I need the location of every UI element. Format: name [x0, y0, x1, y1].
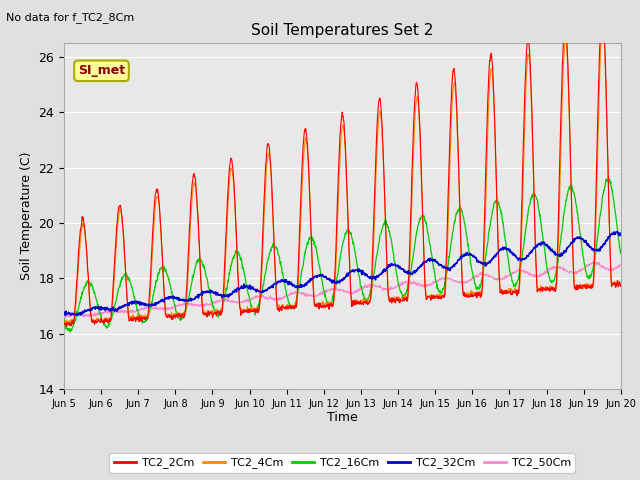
Y-axis label: Soil Temperature (C): Soil Temperature (C): [20, 152, 33, 280]
TC2_16Cm: [171, 302, 179, 308]
TC2_32Cm: [184, 298, 192, 304]
TC2_50Cm: [246, 297, 254, 303]
Text: No data for f_TC2_8Cm: No data for f_TC2_8Cm: [6, 12, 134, 23]
TC2_32Cm: [502, 245, 509, 251]
Line: TC2_32Cm: TC2_32Cm: [64, 231, 621, 315]
TC2_16Cm: [184, 298, 192, 303]
TC2_32Cm: [429, 257, 437, 263]
Text: SI_met: SI_met: [78, 64, 125, 77]
TC2_50Cm: [591, 259, 599, 265]
TC2_32Cm: [60, 311, 68, 316]
Line: TC2_50Cm: TC2_50Cm: [64, 262, 621, 319]
TC2_4Cm: [184, 275, 191, 281]
TC2_50Cm: [551, 264, 559, 269]
TC2_16Cm: [617, 251, 625, 256]
TC2_2Cm: [246, 308, 254, 314]
TC2_50Cm: [502, 274, 509, 280]
TC2_50Cm: [184, 301, 192, 307]
Title: Soil Temperatures Set 2: Soil Temperatures Set 2: [252, 23, 433, 38]
TC2_50Cm: [60, 313, 68, 319]
TC2_2Cm: [617, 283, 625, 288]
TC2_4Cm: [429, 294, 436, 300]
Line: TC2_4Cm: TC2_4Cm: [64, 27, 621, 325]
TC2_32Cm: [246, 287, 254, 292]
TC2_50Cm: [61, 316, 68, 322]
TC2_32Cm: [617, 232, 625, 238]
TC2_16Cm: [246, 300, 254, 305]
TC2_4Cm: [170, 312, 178, 317]
TC2_32Cm: [551, 249, 559, 255]
TC2_50Cm: [171, 303, 179, 309]
TC2_2Cm: [429, 295, 437, 300]
TC2_2Cm: [598, 6, 606, 12]
TC2_4Cm: [551, 286, 559, 291]
Legend: TC2_2Cm, TC2_4Cm, TC2_16Cm, TC2_32Cm, TC2_50Cm: TC2_2Cm, TC2_4Cm, TC2_16Cm, TC2_32Cm, TC…: [109, 453, 575, 473]
TC2_2Cm: [60, 319, 68, 324]
TC2_50Cm: [429, 279, 437, 285]
TC2_2Cm: [502, 288, 509, 294]
TC2_4Cm: [246, 305, 254, 311]
TC2_16Cm: [551, 274, 559, 279]
TC2_16Cm: [502, 240, 509, 245]
TC2_16Cm: [60, 316, 68, 322]
TC2_2Cm: [184, 252, 192, 258]
TC2_4Cm: [502, 289, 509, 295]
TC2_16Cm: [429, 262, 437, 267]
TC2_32Cm: [613, 228, 621, 234]
TC2_50Cm: [617, 261, 625, 267]
X-axis label: Time: Time: [327, 411, 358, 424]
TC2_2Cm: [171, 312, 179, 318]
TC2_16Cm: [67, 329, 74, 335]
Line: TC2_16Cm: TC2_16Cm: [64, 178, 621, 332]
TC2_2Cm: [551, 285, 559, 291]
TC2_4Cm: [598, 24, 606, 30]
TC2_4Cm: [60, 322, 68, 328]
TC2_2Cm: [63, 324, 70, 329]
TC2_16Cm: [604, 175, 612, 180]
TC2_4Cm: [617, 280, 625, 286]
TC2_32Cm: [171, 296, 179, 301]
Line: TC2_2Cm: TC2_2Cm: [64, 9, 621, 326]
TC2_32Cm: [74, 312, 82, 318]
